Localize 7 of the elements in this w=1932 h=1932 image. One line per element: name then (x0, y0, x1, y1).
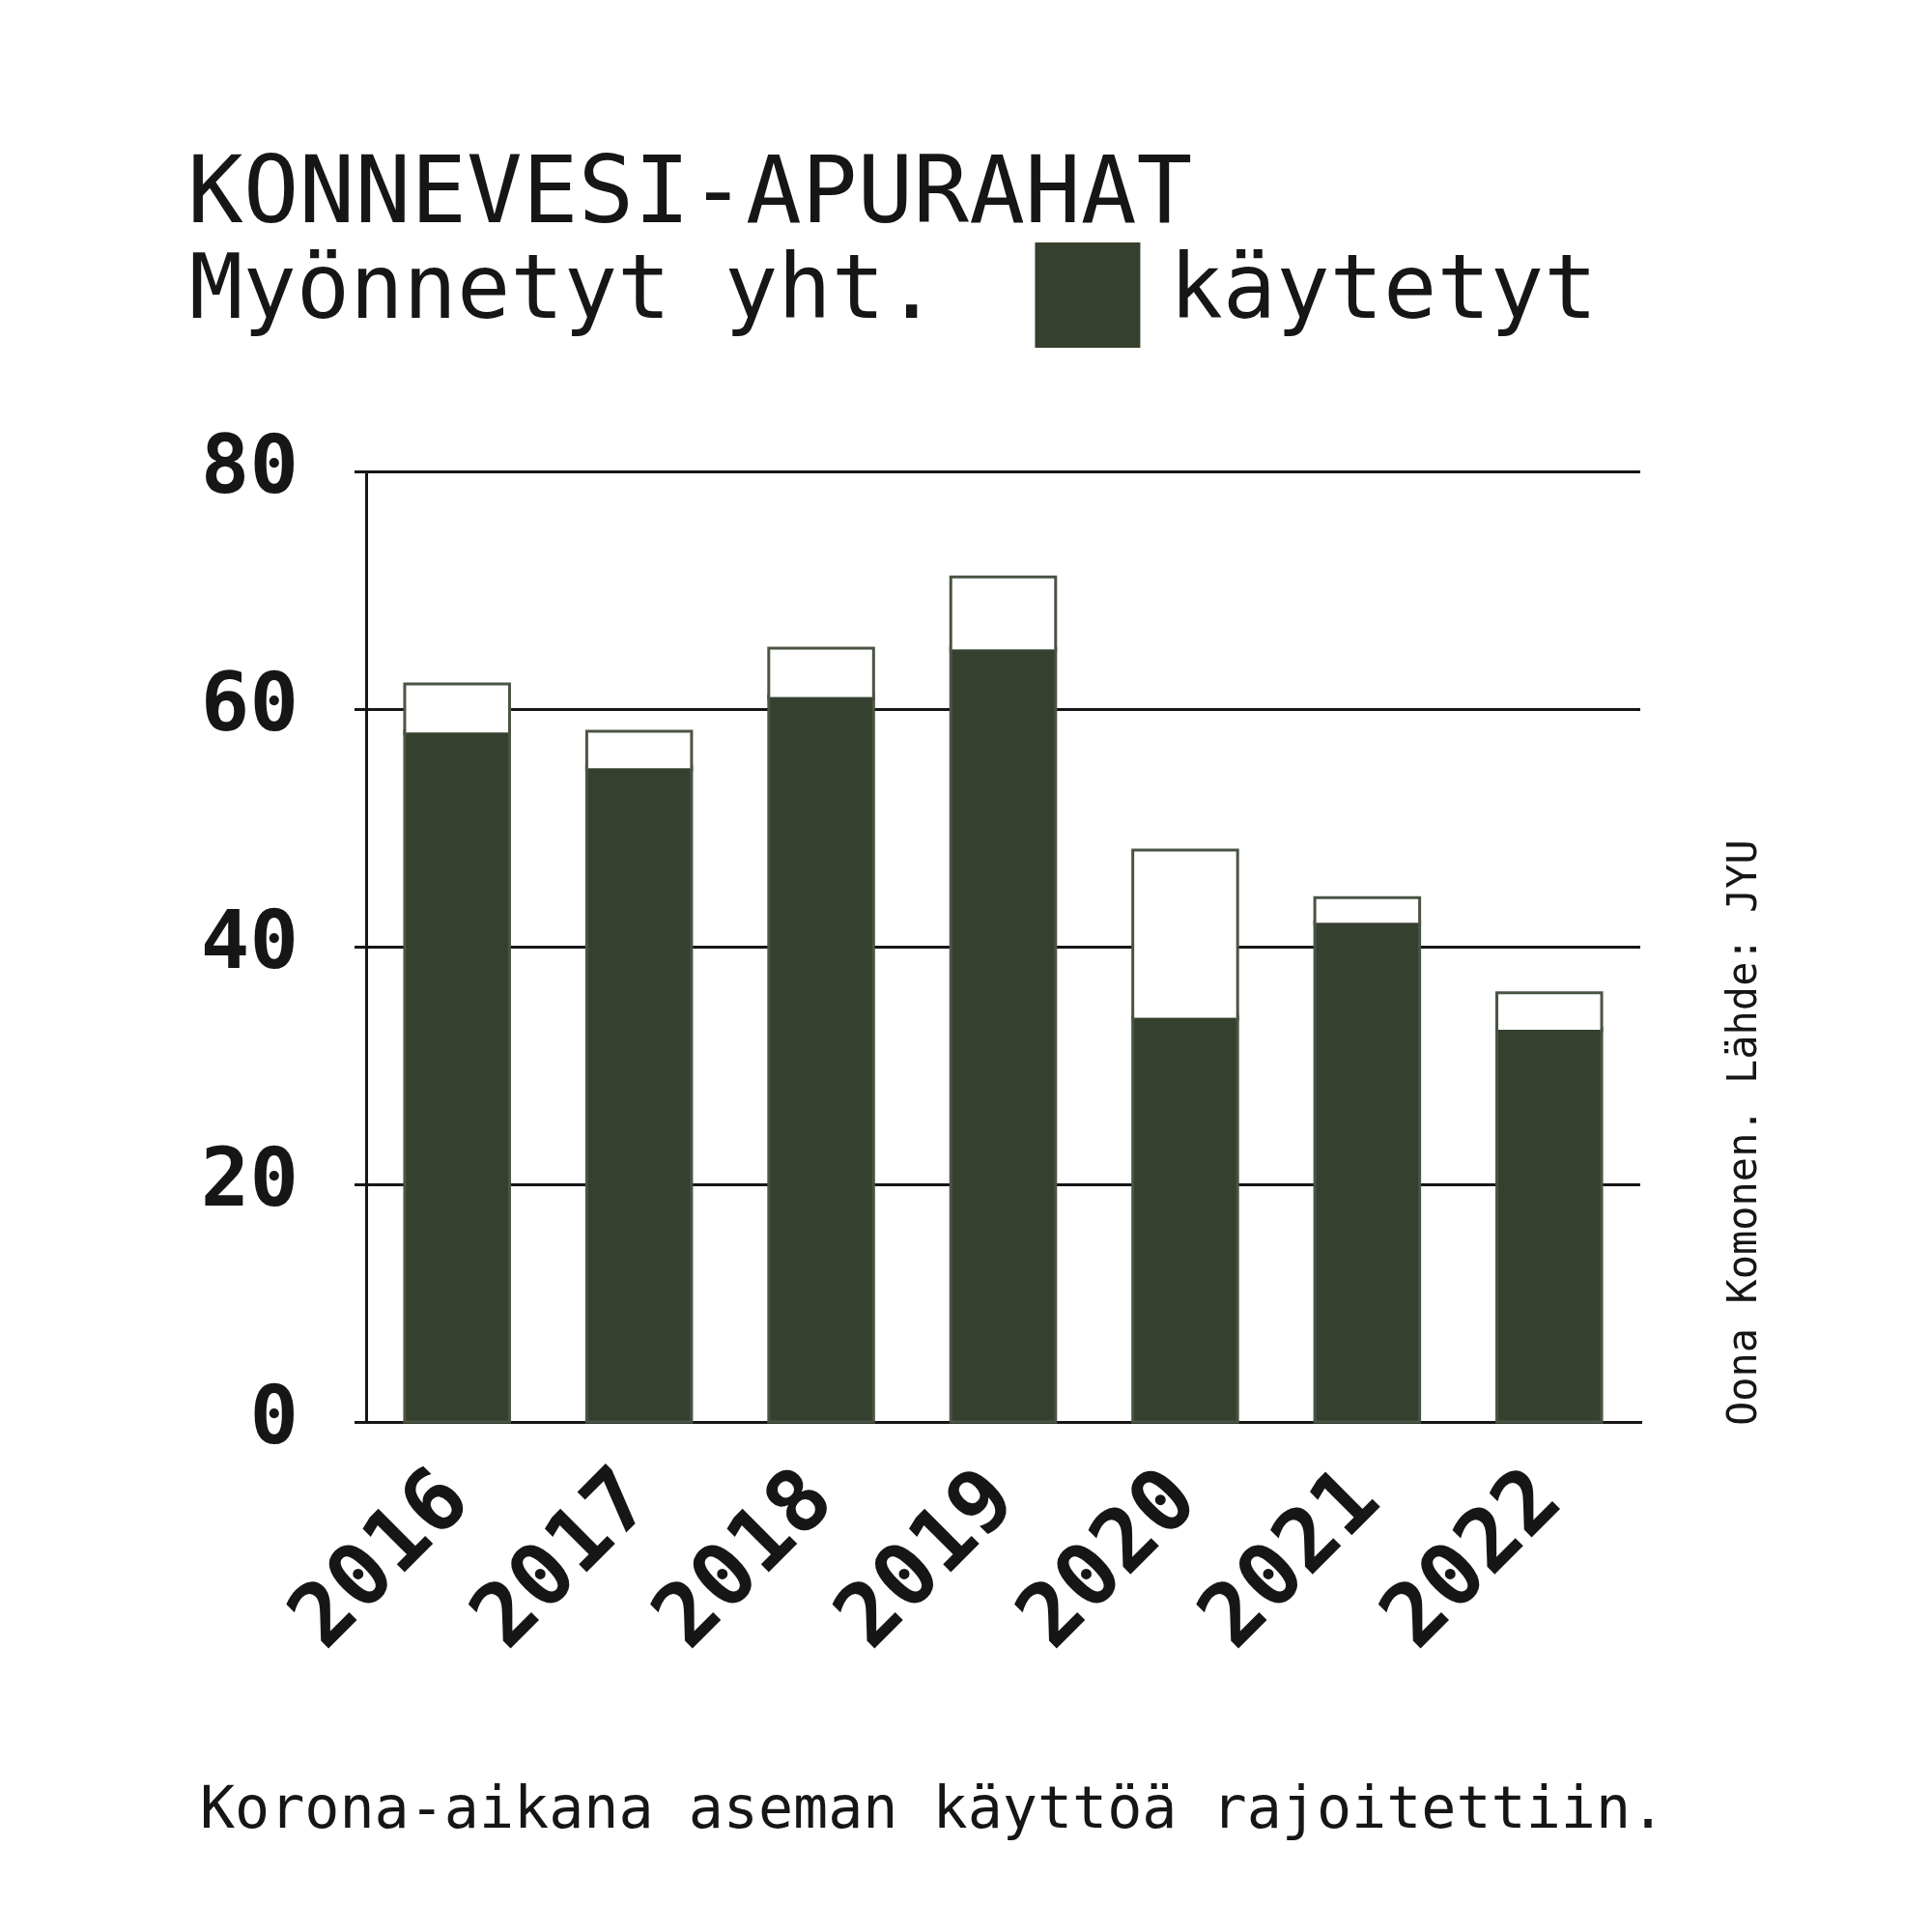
y-tick-label: 20 (200, 1129, 298, 1225)
y-tick-label: 60 (200, 654, 298, 750)
y-tick-label: 40 (200, 892, 298, 987)
text: Korona-aikana aseman käyttöä rajoitettiin. (200, 1774, 1666, 1841)
text: Oona Komonen. Lähde: JYU (1719, 839, 1766, 1426)
y-tick-label: 0 (249, 1367, 298, 1463)
y-tick-label: 80 (200, 416, 298, 512)
